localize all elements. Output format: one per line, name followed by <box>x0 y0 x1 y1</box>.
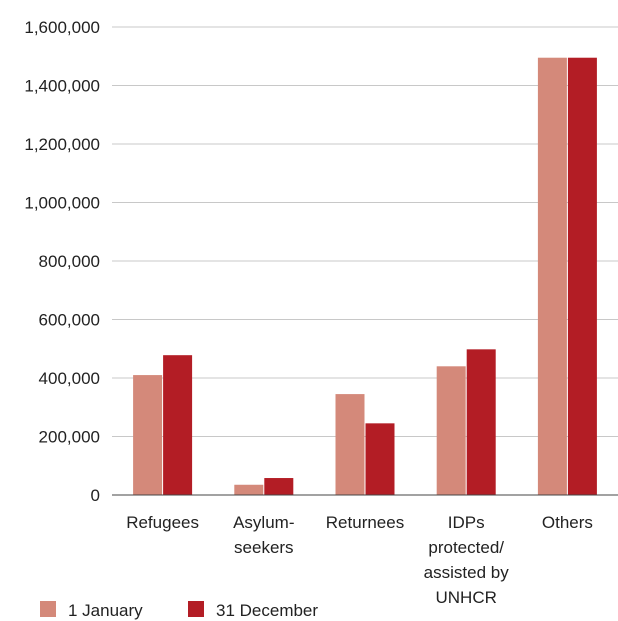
category-label: Refugees <box>126 513 199 532</box>
category-label: Returnees <box>326 513 404 532</box>
y-tick-label: 400,000 <box>39 369 100 388</box>
y-tick-label: 1,200,000 <box>24 135 100 154</box>
legend-swatch <box>188 601 204 617</box>
y-tick-label: 600,000 <box>39 311 100 330</box>
category-label: Asylum- <box>233 513 294 532</box>
bar-dec-3 <box>466 349 496 495</box>
y-tick-label: 1,600,000 <box>24 18 100 37</box>
bar-jan-2 <box>335 394 365 495</box>
bar-dec-1 <box>264 478 294 495</box>
y-tick-label: 1,000,000 <box>24 194 100 213</box>
bar-dec-4 <box>567 57 597 496</box>
bar-dec-0 <box>163 355 193 495</box>
bar-jan-3 <box>436 366 466 495</box>
bar-jan-4 <box>537 57 567 496</box>
legend: 1 January 31 December <box>40 601 318 620</box>
category-label: assisted by <box>424 563 510 582</box>
y-tick-label: 200,000 <box>39 428 100 447</box>
gridlines <box>112 26 618 437</box>
x-axis-category-labels: Refugees Asylum-seekers Returnees IDPs prote… <box>126 513 593 607</box>
legend-swatch <box>40 601 56 617</box>
y-tick-label: 1,400,000 <box>24 77 100 96</box>
y-axis-tick-labels: 0 200,000 400,000 600,000 800,000 1,000,000 1,… <box>24 18 100 505</box>
bar-dec-2 <box>365 423 395 495</box>
bar-jan-1 <box>234 484 264 495</box>
category-label: protected/ <box>428 538 504 557</box>
bars <box>133 57 597 496</box>
category-label: seekers <box>234 538 294 557</box>
category-label: Others <box>542 513 593 532</box>
category-label: IDPs <box>448 513 485 532</box>
bar-jan-0 <box>133 375 163 495</box>
y-tick-label: 800,000 <box>39 252 100 271</box>
category-label: UNHCR <box>436 588 497 607</box>
y-tick-label: 0 <box>91 486 100 505</box>
legend-label: 1 January <box>68 601 143 620</box>
legend-label: 31 December <box>216 601 318 620</box>
